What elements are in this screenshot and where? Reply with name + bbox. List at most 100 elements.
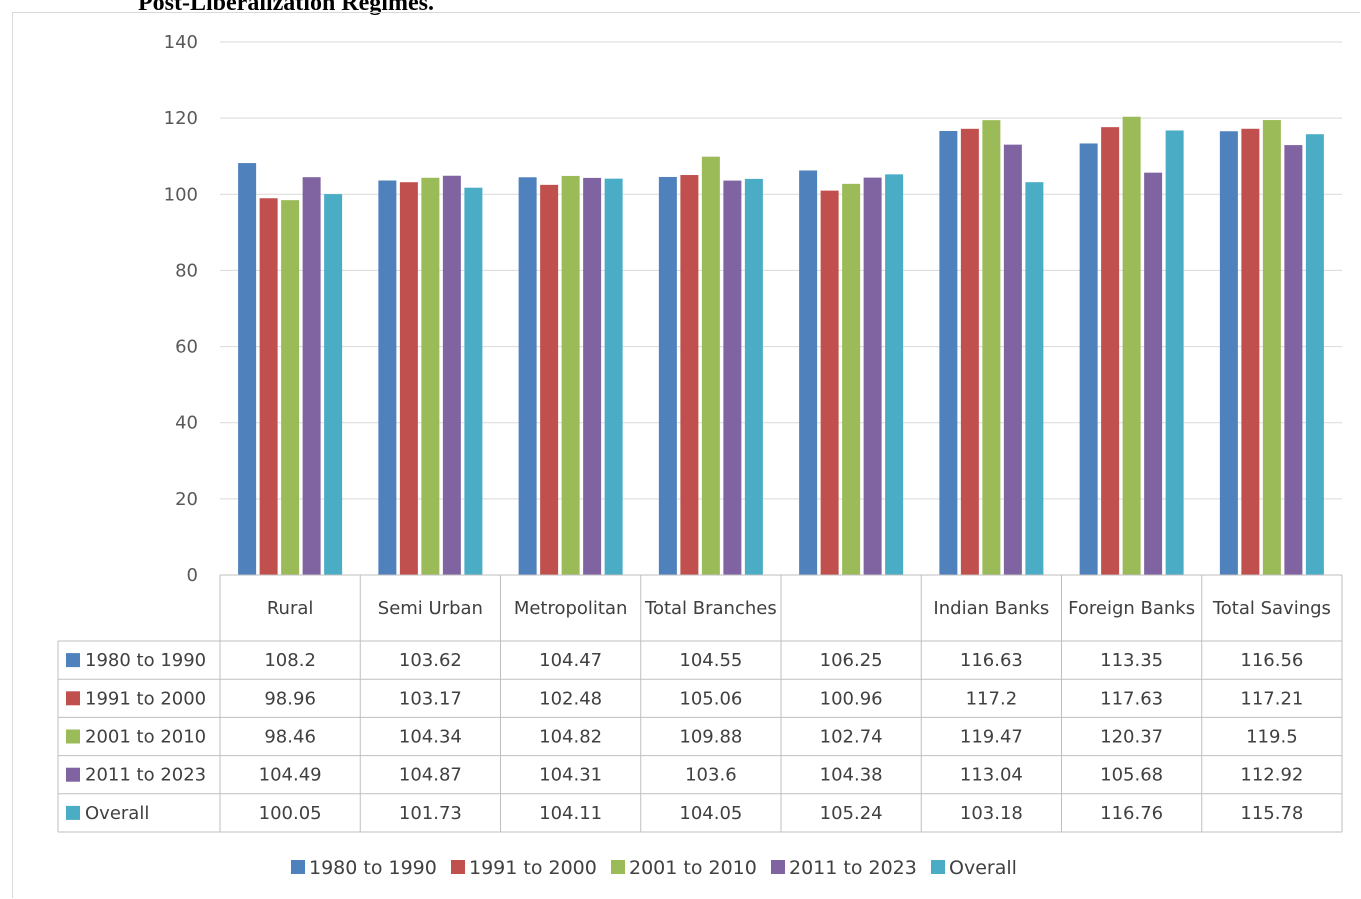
bar — [1003, 144, 1022, 575]
data-label: 100.05 — [259, 803, 322, 824]
y-tick-label: 80 — [175, 260, 198, 281]
data-label: 103.62 — [399, 650, 462, 671]
data-label: 117.63 — [1100, 688, 1163, 709]
bar — [1241, 128, 1260, 576]
legend-label: 2011 to 2023 — [789, 857, 917, 879]
data-label: 116.56 — [1240, 650, 1303, 671]
category-label: Rural — [267, 598, 314, 619]
bar — [939, 130, 958, 575]
y-tick-label: 140 — [164, 32, 198, 53]
bar — [842, 183, 861, 576]
bar — [302, 177, 321, 575]
data-label: 104.38 — [820, 765, 883, 786]
bar — [1079, 143, 1098, 575]
bar — [1122, 116, 1141, 575]
data-label: 104.82 — [539, 727, 602, 748]
data-label: 98.96 — [264, 688, 316, 709]
bar — [1284, 145, 1303, 576]
bar — [281, 200, 300, 575]
bar — [324, 194, 343, 576]
bar — [583, 177, 602, 575]
data-label: 103.6 — [685, 765, 737, 786]
table-legend-swatch — [66, 805, 80, 820]
data-label: 104.31 — [539, 765, 602, 786]
bar — [799, 170, 818, 575]
data-label: 117.21 — [1240, 688, 1303, 709]
data-label: 104.55 — [679, 650, 742, 671]
legend-swatch — [611, 860, 625, 874]
data-label: 109.88 — [679, 727, 742, 748]
data-label: 104.47 — [539, 650, 602, 671]
data-label: 113.35 — [1100, 650, 1163, 671]
y-tick-label: 120 — [164, 108, 198, 129]
table-series-label: Overall — [85, 803, 149, 824]
bar — [518, 177, 537, 575]
y-tick-label: 20 — [175, 489, 198, 510]
category-label: Semi Urban — [378, 598, 483, 619]
table-series-label: 1980 to 1990 — [85, 650, 206, 671]
y-tick-label: 40 — [175, 413, 198, 434]
data-label: 104.11 — [539, 803, 602, 824]
bar — [885, 174, 904, 575]
category-label: Foreign Banks — [1068, 598, 1195, 619]
data-label: 102.48 — [539, 688, 602, 709]
table-series-label: 2011 to 2023 — [85, 765, 206, 786]
table-legend-swatch — [66, 691, 80, 706]
bar — [1101, 127, 1120, 576]
bar — [1025, 182, 1044, 575]
data-label: 104.49 — [259, 765, 322, 786]
bar — [863, 177, 882, 576]
legend-swatch — [451, 860, 465, 874]
data-label: 104.87 — [399, 765, 462, 786]
data-label: 116.76 — [1100, 803, 1163, 824]
y-tick-label: 0 — [187, 565, 198, 586]
bar — [982, 120, 1001, 575]
category-label: Metropolitan — [514, 598, 628, 619]
bar — [960, 128, 979, 575]
bar — [658, 176, 677, 576]
bar — [421, 177, 440, 576]
data-label: 103.18 — [960, 803, 1023, 824]
data-label: 104.05 — [679, 803, 742, 824]
data-label: 119.5 — [1246, 727, 1298, 748]
legend-swatch — [931, 860, 945, 874]
bar — [442, 175, 461, 575]
table-legend-swatch — [66, 767, 80, 782]
data-label: 108.2 — [264, 650, 316, 671]
bar — [604, 178, 623, 575]
data-label: 102.74 — [820, 727, 883, 748]
legend-label: 1980 to 1990 — [309, 857, 437, 879]
bar — [561, 175, 580, 575]
legend-label: Overall — [949, 857, 1017, 879]
bar — [723, 180, 742, 575]
table-series-label: 2001 to 2010 — [85, 727, 206, 748]
data-label: 115.78 — [1240, 803, 1303, 824]
data-label: 119.47 — [960, 727, 1023, 748]
bar — [378, 180, 397, 576]
data-label: 100.96 — [820, 688, 883, 709]
y-tick-label: 100 — [164, 184, 198, 205]
bar — [1144, 172, 1163, 576]
category-label: Total Savings — [1212, 598, 1331, 619]
bar — [259, 198, 278, 575]
legend-swatch — [291, 860, 305, 874]
legend-label: 1991 to 2000 — [469, 857, 597, 879]
data-label: 105.68 — [1100, 765, 1163, 786]
bar — [1219, 131, 1238, 575]
bar — [1262, 120, 1281, 576]
bar — [238, 163, 257, 575]
data-label: 103.17 — [399, 688, 462, 709]
category-label: Total Branches — [644, 598, 777, 619]
bar — [464, 187, 483, 576]
data-label: 113.04 — [960, 765, 1023, 786]
y-tick-label: 60 — [175, 337, 198, 358]
category-label: Indian Banks — [933, 598, 1049, 619]
legend-label: 2001 to 2010 — [629, 857, 757, 879]
data-label: 98.46 — [264, 727, 316, 748]
table-legend-swatch — [66, 653, 80, 668]
bar — [1165, 130, 1184, 575]
data-label: 112.92 — [1240, 765, 1303, 786]
data-label: 120.37 — [1100, 727, 1163, 748]
bar — [744, 178, 763, 575]
bar — [820, 190, 839, 575]
